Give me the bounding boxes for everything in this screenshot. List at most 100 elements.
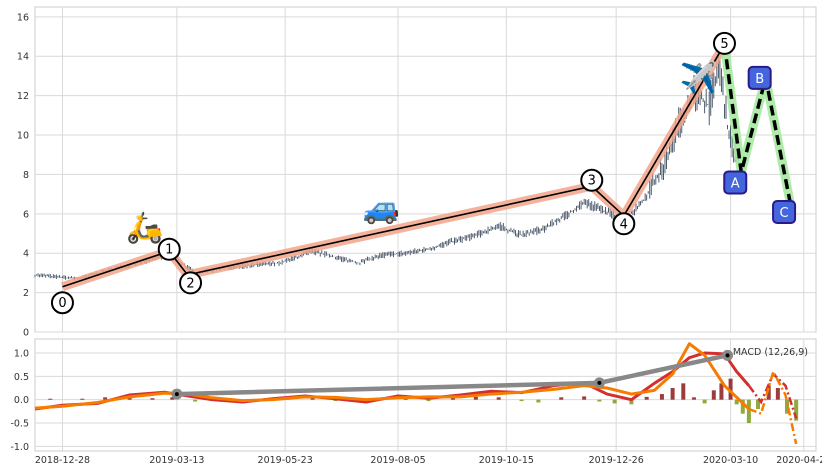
macd-histogram-bar (659, 394, 664, 400)
airplane-icon: ✈️ (680, 59, 717, 96)
macd-histogram-bar (333, 399, 338, 402)
macd-y-tick-label: 0.0 (14, 395, 29, 406)
macd-histogram-bar (582, 396, 587, 400)
divergence-point-center (174, 392, 179, 397)
correction-label-A: A (731, 176, 740, 191)
correction-wave-path (720, 43, 795, 203)
price-y-tick-label: 12 (17, 91, 29, 102)
macd-plot-area (34, 338, 817, 452)
wave-label-circle (179, 271, 203, 295)
correction-wave-line (722, 44, 792, 203)
macd-histogram-bar (756, 399, 761, 409)
macd-histogram-bar (559, 397, 564, 400)
price-plot-area (34, 6, 817, 333)
macd-histogram-bar (702, 399, 707, 404)
macd-y-tick-label: -0.5 (10, 419, 29, 430)
macd-histogram-bar (794, 399, 799, 421)
scooter-icon: 🛵 (126, 210, 163, 245)
macd-histogram-bar (80, 398, 85, 400)
macd-histogram-bar (740, 399, 745, 414)
macd-histogram-bar (310, 398, 315, 400)
wave-label-circle (712, 31, 736, 55)
macd-histogram-bar (103, 397, 108, 400)
wave-label-2: 2 (186, 276, 194, 291)
signal-projection (748, 368, 798, 445)
x-tick-label: 2019-03-13 (149, 455, 204, 466)
price-y-tick-label: 16 (17, 12, 29, 23)
macd-histogram-bar (728, 378, 733, 400)
macd-histogram-bar (170, 397, 175, 400)
wave-label-circle (612, 212, 636, 236)
x-tick-label: 2020-04-27 (776, 455, 822, 466)
macd-histogram-bar (536, 399, 541, 403)
annotation-icons: 🛵 🚙 ✈️ (126, 59, 717, 246)
wave-label-circle (157, 237, 181, 261)
macd-histogram-bar (775, 388, 780, 400)
macd-histogram-bar (519, 399, 524, 402)
macd-histogram-bar (766, 385, 771, 400)
impulse-wave-path (61, 42, 729, 291)
x-tick-label: 2018-12-28 (35, 455, 90, 466)
macd-histogram-bar (734, 399, 739, 405)
price-y-tick-label: 8 (23, 170, 29, 181)
price-y-tick-label: 14 (17, 52, 29, 63)
x-tick-label: 2019-10-15 (479, 455, 534, 466)
macd-histogram-bar (597, 399, 602, 402)
x-tick-label: 2019-12-26 (589, 455, 644, 466)
macd-divergence-line (171, 349, 734, 400)
wave-label-1: 1 (165, 243, 173, 258)
macd-histogram-bar (670, 388, 675, 400)
price-y-tick-label: 0 (23, 328, 29, 339)
macd-title: MACD (12,26,9) (733, 347, 808, 358)
macd-histogram-bar (48, 398, 53, 400)
impulse-wave-line (62, 44, 726, 288)
macd-y-tick-label: 0.5 (14, 372, 29, 383)
macd-y-tick-labels: -1.0 -0.5 0.0 0.5 1.0 (10, 349, 29, 453)
macd-histogram-bar (450, 397, 455, 400)
divergence-point-center (725, 353, 730, 358)
car-icon: 🚙 (363, 191, 400, 226)
macd-histogram-bar (150, 398, 155, 400)
macd-histogram-bar (711, 390, 716, 400)
correction-label-box (772, 200, 797, 224)
wave-labels: 0 1 2 3 4 5 A B C (50, 31, 797, 315)
macd-histogram-bar (426, 399, 431, 402)
wave-label-5: 5 (720, 37, 728, 52)
wave-label-circle (580, 168, 604, 192)
macd-histogram-bar (746, 399, 751, 423)
macd-histogram (48, 378, 799, 423)
macd-histogram-bar (681, 383, 686, 400)
correction-label-B: B (755, 72, 764, 87)
wave-label-4: 4 (620, 217, 628, 232)
wave-label-circle (50, 291, 74, 315)
correction-label-box (723, 170, 748, 195)
macd-histogram-bar (193, 399, 198, 402)
price-y-tick-labels: 0 2 4 6 8 10 12 14 16 (17, 12, 29, 338)
macd-y-tick-label: 1.0 (14, 349, 29, 360)
macd-histogram-bar (785, 399, 790, 414)
price-y-tick-label: 10 (17, 131, 29, 142)
wave-label-3: 3 (588, 174, 596, 189)
macd-histogram-bar (719, 383, 724, 400)
macd-histogram-bar (691, 397, 696, 400)
x-tick-label: 2020-03-10 (703, 455, 758, 466)
macd-y-tick-label: -1.0 (10, 442, 29, 453)
correction-label-C: C (780, 206, 789, 221)
macd-histogram-bar (644, 396, 649, 400)
price-y-tick-label: 4 (23, 249, 29, 260)
x-tick-labels: 2018-12-28 2019-03-13 2019-05-23 2019-08-05… (35, 455, 822, 466)
macd-histogram-bar (629, 399, 634, 405)
x-tick-label: 2019-08-05 (370, 455, 425, 466)
macd-histogram-bar (473, 396, 478, 400)
macd-histogram-bar (612, 399, 617, 404)
price-y-tick-label: 6 (23, 209, 29, 220)
correction-label-box (747, 65, 772, 90)
price-y-tick-label: 2 (23, 288, 29, 299)
x-tick-label: 2019-05-23 (258, 455, 313, 466)
divergence-point-center (597, 380, 602, 385)
macd-histogram-bar (496, 397, 501, 400)
macd-panel: -1.0 -0.5 0.0 0.5 1.0 MACD (12,26,9) (10, 338, 817, 453)
macd-histogram-bar (127, 397, 132, 400)
